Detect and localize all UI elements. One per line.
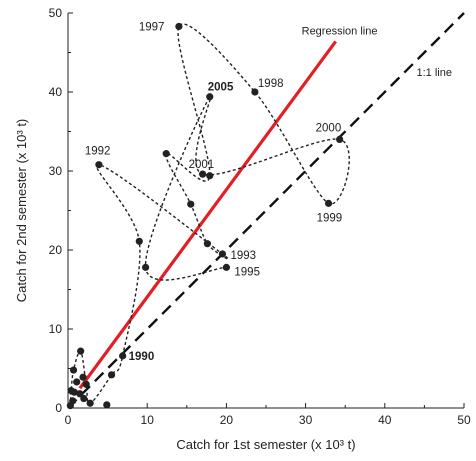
x-tick-label: 20 xyxy=(220,413,234,427)
one-to-one-line xyxy=(67,12,465,409)
data-point xyxy=(206,172,214,180)
data-point xyxy=(80,394,88,403)
data-point xyxy=(251,88,259,96)
point-label: 1999 xyxy=(317,212,343,224)
reference-lines xyxy=(67,12,465,409)
data-point xyxy=(199,170,207,178)
point-label: 1998 xyxy=(258,78,284,90)
data-point xyxy=(119,352,127,360)
point-label: 1995 xyxy=(234,266,260,278)
point-label: 1997 xyxy=(139,21,165,33)
point-label: 1992 xyxy=(85,146,111,158)
y-tick-label: 40 xyxy=(49,85,63,99)
line-annotation: 1:1 line xyxy=(416,67,451,79)
y-tick-label: 0 xyxy=(55,401,62,415)
point-label: 2000 xyxy=(316,122,342,134)
data-point xyxy=(222,263,230,271)
x-tick-label: 50 xyxy=(457,413,471,427)
data-point xyxy=(82,380,90,388)
data-point xyxy=(79,373,87,381)
point-labels: 1990 1992 1993 1995 2001 1997 1998 2005 1999 2000 xyxy=(85,21,342,362)
data-point xyxy=(77,347,85,355)
y-tick-label: 30 xyxy=(49,164,63,178)
data-point xyxy=(76,390,84,398)
data-point xyxy=(162,150,170,158)
y-tick-label: 50 xyxy=(49,6,63,20)
axes: 0 10 20 30 40 50 0 10 20 30 40 50 xyxy=(49,6,471,427)
data-point xyxy=(73,378,81,386)
trajectory-path xyxy=(69,23,350,406)
annotations: Regression line 1:1 line xyxy=(302,25,452,79)
x-tick-label: 40 xyxy=(378,413,392,427)
data-point xyxy=(69,366,78,374)
data-point xyxy=(218,250,227,258)
line-annotation: Regression line xyxy=(302,25,378,37)
x-tick-label: 30 xyxy=(299,413,313,427)
regression-line xyxy=(78,40,337,390)
data-point xyxy=(187,200,195,208)
x-tick-label: 0 xyxy=(65,413,72,427)
data-point xyxy=(203,240,211,248)
data-point xyxy=(86,399,94,407)
data-points xyxy=(66,22,344,410)
trajectory-line xyxy=(69,23,350,406)
data-point xyxy=(69,397,77,405)
data-point xyxy=(175,22,183,31)
point-label: 2005 xyxy=(208,82,234,94)
data-point xyxy=(67,387,75,395)
y-tick-label: 10 xyxy=(49,322,63,336)
point-label: 1990 xyxy=(129,351,155,363)
x-tick-label: 10 xyxy=(141,413,155,427)
data-point xyxy=(324,199,333,207)
data-point xyxy=(142,263,150,271)
data-point xyxy=(336,135,344,143)
data-point xyxy=(206,93,214,101)
y-axis-title: Catch for 2nd semester (x 10³ t) xyxy=(14,119,29,303)
data-point xyxy=(135,237,143,245)
y-tick-label: 20 xyxy=(49,243,63,257)
point-label: 2001 xyxy=(189,159,215,171)
point-label: 1993 xyxy=(230,250,256,262)
data-point xyxy=(103,401,111,409)
x-axis-title: Catch for 1st semester (x 10³ t) xyxy=(176,437,355,452)
data-point xyxy=(95,161,103,169)
data-point xyxy=(107,371,116,379)
